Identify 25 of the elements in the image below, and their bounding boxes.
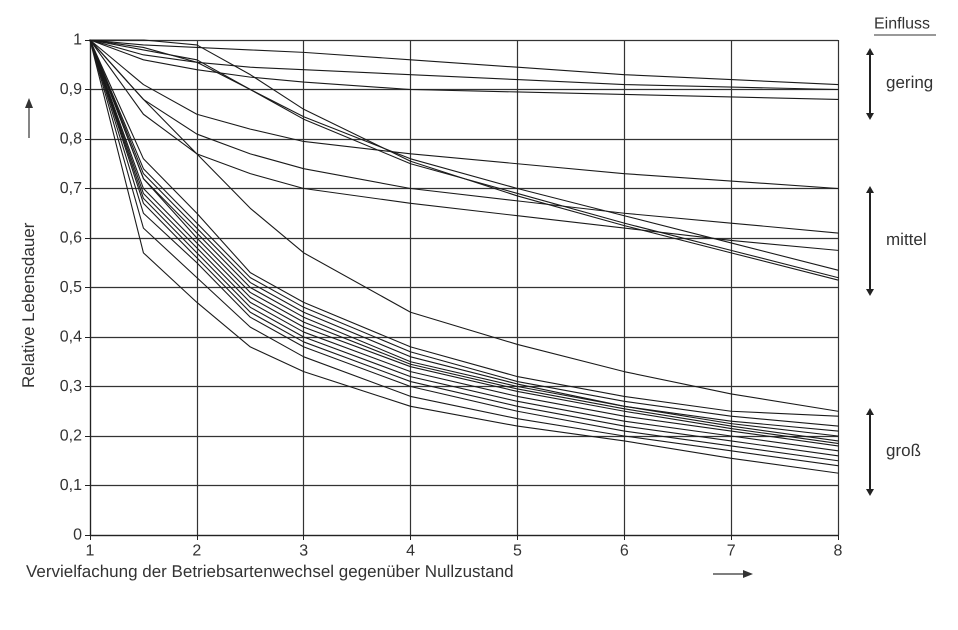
y-tick-label: 0,6 [60,230,82,246]
y-tick-label: 1 [73,32,82,48]
x-tick-label: 8 [834,542,843,560]
y-tick-label: 0,5 [60,279,82,296]
y-tick-label: 0,9 [60,81,82,98]
y-tick-label: 0,8 [60,130,82,148]
text: groß [886,441,921,460]
text: mittel [886,230,927,249]
x-tick-label: 6 [620,542,629,560]
y-tick-label: 0,1 [60,477,82,494]
y-axis-title: Relative Lebensdauer [19,222,38,388]
text: gering [886,73,934,92]
x-axis-title: Vervielfachung der Betriebsartenwechsel gegenüber Nullzustand [26,562,514,581]
x-tick-label: 7 [726,542,736,560]
y-tick-label: 0 [73,526,82,544]
y-tick-label: 0,7 [60,180,82,197]
x-tick-label: 1 [86,542,95,560]
text: Einfluss [874,16,930,32]
x-tick-label: 5 [512,542,522,560]
x-tick-label: 2 [192,542,202,560]
y-tick-label: 0,4 [60,328,82,346]
x-tick-label: 4 [406,542,416,560]
y-tick-label: 0,3 [60,378,82,395]
y-tick-label: 0,2 [60,428,82,444]
x-tick-label: 3 [299,542,308,560]
